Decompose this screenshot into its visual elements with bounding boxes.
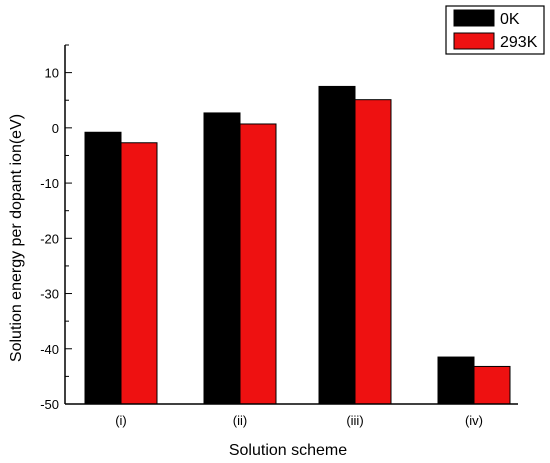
legend: 0K 293K [445,5,545,55]
y-tick-label: -50 [40,397,59,412]
legend-swatch-293k [453,32,495,50]
x-tick-label: (i) [115,413,127,428]
y-tick-label: 10 [45,66,59,81]
x-tick-label: (iv) [465,413,483,428]
bar-293k-1 [120,142,158,405]
y-tick-label: -40 [40,342,59,357]
bar-293k-2 [239,123,277,405]
legend-swatch-0k [453,9,495,27]
bar-0k-4 [437,356,475,405]
x-axis-title: Solution scheme [229,442,347,459]
axes [64,45,518,405]
bar-293k-3 [354,99,392,405]
bar-0k-2 [203,112,241,405]
y-tick-label: -10 [40,176,59,191]
y-tick-label: 0 [52,121,59,136]
bar-0k-1 [84,131,122,405]
legend-label-293k: 293K [500,34,538,51]
bar-0k-3 [318,85,356,405]
y-tick-label: -30 [40,287,59,302]
y-tick-label: -20 [40,231,59,246]
x-tick-label: (iii) [346,413,363,428]
bars [84,85,511,405]
y-axis-title: Solution energy per dopant ion(eV) [8,114,25,362]
x-tick-label: (ii) [233,413,247,428]
bar-293k-4 [473,365,511,405]
x-ticks: (i) (ii) (iii) (iv) [115,398,483,428]
legend-label-0k: 0K [500,11,520,28]
y-ticks: 10 0 -10 -20 -30 -40 -50 [40,44,72,412]
